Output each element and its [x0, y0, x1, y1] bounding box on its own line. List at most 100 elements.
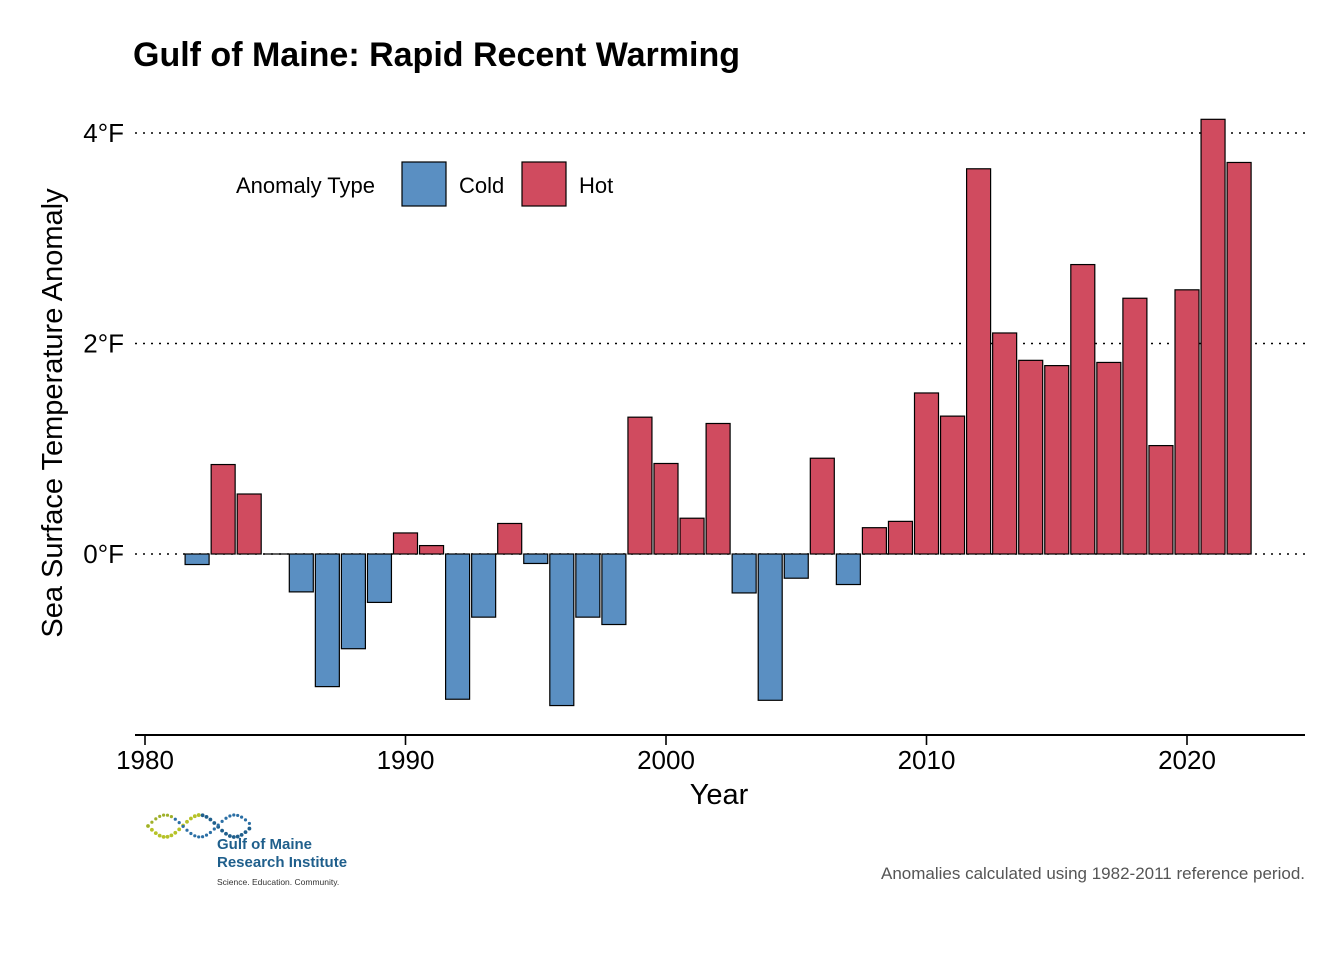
bar-2018 — [1122, 297, 1148, 555]
logo-dot — [208, 817, 213, 822]
bar-2019 — [1148, 444, 1174, 555]
x-tick-label: 2020 — [1158, 745, 1216, 775]
logo-dot — [154, 817, 158, 821]
logo-dot — [235, 834, 240, 839]
logo-dot — [243, 830, 248, 835]
bar-2020 — [1174, 289, 1200, 555]
logo-dot — [161, 834, 166, 839]
bar-1992 — [445, 553, 471, 700]
logo-dot — [173, 830, 178, 835]
bar-2000 — [653, 462, 679, 555]
x-tick-label: 2000 — [637, 745, 695, 775]
bar-1999 — [627, 416, 653, 555]
legend-label-hot: Hot — [579, 173, 613, 198]
bar-1994 — [497, 522, 523, 555]
logo-dot — [204, 833, 209, 837]
logo-dot — [189, 816, 193, 821]
logo-dot — [193, 834, 197, 838]
bar-2003 — [731, 553, 757, 594]
bar-2002 — [705, 422, 731, 555]
logo-dot — [228, 814, 232, 818]
logo-dot — [228, 834, 232, 838]
logo-dot — [177, 821, 181, 825]
bars — [184, 118, 1252, 707]
bar-1998 — [601, 553, 627, 626]
x-axis-title: Year — [690, 779, 749, 811]
legend-title: Anomaly Type — [236, 173, 375, 198]
logo-dot — [216, 823, 220, 827]
logo-dot — [220, 828, 225, 833]
logo-dot — [224, 816, 228, 820]
legend-swatch-hot — [521, 161, 567, 207]
logo-dot — [177, 827, 182, 832]
bar-2011 — [939, 415, 966, 555]
y-axis-title: Sea Surface Temperature Anomaly — [37, 188, 69, 638]
logo-dot — [247, 821, 251, 826]
logo-dot — [169, 833, 174, 838]
chart-title: Gulf of Maine: Rapid Recent Warming — [133, 36, 740, 74]
logo-dot — [220, 819, 224, 823]
logo-dot — [212, 827, 216, 831]
bar-2022 — [1226, 161, 1252, 555]
logo-dot — [247, 826, 252, 831]
logo-dot — [208, 830, 212, 835]
logo-dot — [158, 814, 162, 819]
bar-1997 — [575, 553, 601, 618]
x-tick-label: 2010 — [898, 745, 956, 775]
logo-dot — [146, 824, 150, 828]
bar-1996 — [549, 553, 575, 707]
logo-dot — [150, 820, 154, 824]
logo-dot — [165, 834, 170, 839]
bar-2013 — [992, 332, 1018, 555]
bar-2015 — [1044, 365, 1070, 555]
x-tick-label: 1990 — [377, 745, 435, 775]
logo-dot — [181, 824, 185, 829]
logo-dot — [169, 815, 173, 819]
logo-dot — [153, 831, 158, 836]
logo-dot — [240, 815, 244, 819]
bar-1989 — [366, 553, 393, 604]
bar-1984 — [236, 493, 262, 555]
bar-2008 — [861, 527, 888, 555]
bar-1983 — [210, 463, 236, 555]
logo-dot — [173, 817, 177, 821]
y-axis-ticks: 4°F 2°F 0°F — [83, 118, 124, 569]
bar-2012 — [965, 168, 992, 555]
bar-2005 — [783, 553, 809, 579]
logo-dot — [185, 828, 189, 832]
logo-dna-icon — [146, 813, 252, 839]
logo-dot — [239, 832, 244, 837]
bar-1986 — [288, 553, 314, 593]
logo-name-line1: Gulf of Maine — [217, 836, 312, 853]
logo-dot — [243, 818, 248, 822]
logo-dot — [201, 835, 205, 839]
logo-dot — [236, 813, 240, 818]
bar-1995 — [523, 553, 549, 565]
logo-tagline: Science. Education. Community. — [217, 877, 339, 887]
legend-swatch-cold — [401, 161, 447, 207]
logo-dot — [196, 813, 201, 817]
x-axis: 1980 1990 2000 2010 2020 — [116, 734, 1305, 775]
bar-2016 — [1070, 263, 1096, 555]
bar-2017 — [1096, 361, 1122, 555]
bar-1987 — [314, 553, 340, 688]
bar-2021 — [1200, 118, 1226, 555]
legend: Anomaly Type Cold Hot — [236, 161, 613, 207]
logo-dot — [200, 813, 205, 818]
logo-dot — [232, 813, 236, 817]
gmri-logo: Gulf of Maine Research Institute Science… — [146, 813, 347, 887]
y-tick-label: 2°F — [83, 329, 124, 359]
logo-name-line2: Research Institute — [217, 854, 347, 871]
bar-2001 — [679, 517, 705, 555]
bar-1993 — [471, 553, 497, 618]
legend-label-cold: Cold — [459, 173, 504, 198]
y-tick-label: 0°F — [83, 539, 124, 569]
bar-2010 — [913, 392, 940, 555]
logo-dot — [189, 831, 193, 836]
logo-dot — [150, 827, 154, 832]
bar-1982 — [184, 553, 210, 566]
logo-dot — [162, 813, 166, 817]
bar-1991 — [418, 544, 445, 555]
logo-dot — [231, 835, 236, 839]
